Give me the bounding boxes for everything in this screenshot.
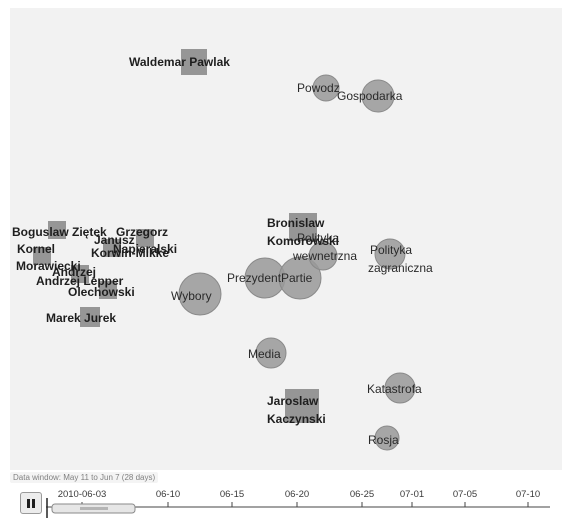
candidate-label-6: Janusz [94,233,135,247]
topic-label-3: Prezydent [227,271,282,285]
topic-label-9: Media [248,347,281,361]
candidate-label-5: Napieralski [113,242,177,256]
candidate-label-13: Marek Jurek [46,311,116,325]
candidate-label-15: Kaczynski [267,412,326,426]
topic-bubble-8[interactable] [384,372,416,404]
candidate-label-8: Kornel [17,242,55,256]
topic-label-0: Powodz [297,81,340,95]
candidate-label-1: Bronislaw [267,216,325,230]
candidate-label-2: Komorowski [267,234,339,248]
topic-bubble-7[interactable] [255,337,287,369]
candidate-label-7: Korwin-Mikke [91,246,169,260]
candidate-label-9: Morawiecki [16,259,81,273]
topic-label-4: Partie [281,271,313,285]
candidate-label-14: Jaroslaw [267,394,319,408]
pause-button[interactable] [20,492,42,514]
slider-grip [80,507,108,510]
candidate-square-0[interactable] [181,49,207,75]
timeline-tick-label-5: 07-01 [400,489,424,500]
timeline-tick-label-2: 06-15 [220,489,244,500]
candidate-label-11: Andrzej [52,265,96,279]
candidate-square-3[interactable] [136,229,154,247]
candidate-label-0: Waldemar Pawlak [129,55,230,69]
topic-bubble-9[interactable] [374,425,400,451]
timeline-tick-label-3: 06-20 [285,489,309,500]
topic-bubble-0[interactable] [312,74,340,102]
candidate-square-4[interactable] [103,239,121,257]
topic-bubble-1[interactable] [361,79,395,113]
timeline-track: 2010-06-03 06-10 06-15 06-20 06-25 07-01 07-05… [46,489,550,518]
topic-label-1: Gospodarka [337,89,403,103]
topic-label-10: Katastrofa [367,382,422,396]
candidate-label-3: Boguslaw Ziętek [12,225,107,239]
topic-label-5: Polityka [297,231,339,245]
candidate-label-4: Grzegorz [116,225,168,239]
topic-label-11: Rosja [368,433,399,447]
candidate-label-12: Olechowski [68,285,135,299]
topic-label-7: Polityka [370,243,412,257]
timeline-tick-label-6: 07-05 [453,489,477,500]
pause-icon-bar [32,499,35,508]
topic-bubble-4[interactable] [278,256,322,300]
topic-label-2: Wybory [171,289,212,303]
timeline-tick-label-4: 06-25 [350,489,374,500]
motion-chart-plot[interactable]: Powodz Gospodarka Wybory Prezydent Partie Pol… [10,8,562,470]
pause-icon [27,499,30,508]
topic-bubble-2[interactable] [178,272,222,316]
topic-label-6: wewnetrzna [292,249,357,263]
topic-bubble-5[interactable] [308,241,338,271]
candidate-label-10: Andrzej Lepper [36,274,124,288]
timeline-control: 2010-06-03 06-10 06-15 06-20 06-25 07-01 07-05… [10,484,562,520]
timeline-tick-label-7: 07-10 [516,489,540,500]
candidate-square-7[interactable] [99,281,117,299]
timeline-tick-label-1: 06-10 [156,489,180,500]
candidate-square-1[interactable] [289,213,317,241]
candidate-square-8[interactable] [80,307,100,327]
topic-label-8: zagraniczna [368,261,433,275]
candidate-square-5[interactable] [33,247,51,265]
topic-bubble-6[interactable] [374,238,406,270]
candidate-square-6[interactable] [71,265,89,283]
data-window-label: Data window: May 11 to Jun 7 (28 days) [10,472,159,483]
candidate-square-2[interactable] [48,221,66,239]
candidate-square-9[interactable] [285,389,319,423]
timeline-tick-label-0: 2010-06-03 [58,489,107,500]
